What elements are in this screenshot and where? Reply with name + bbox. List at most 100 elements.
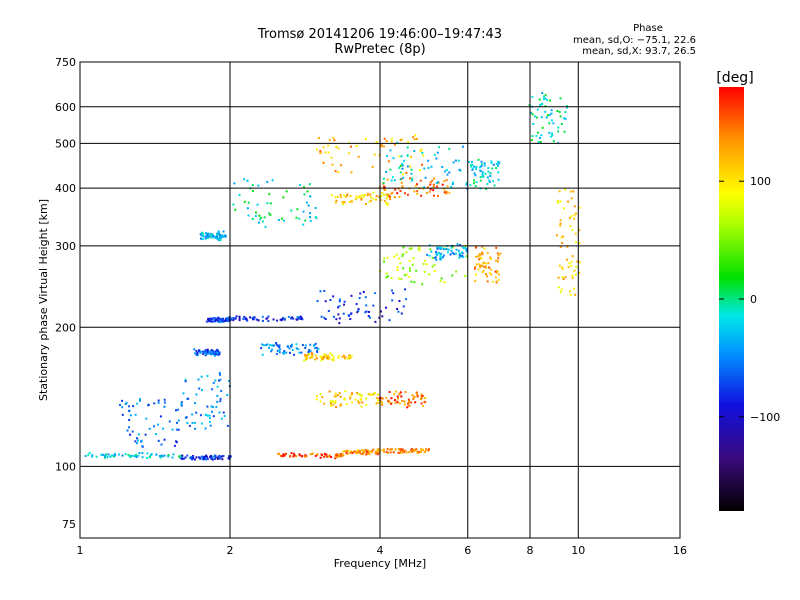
data-point	[361, 449, 364, 452]
data-point	[121, 406, 124, 409]
data-point	[428, 244, 431, 247]
data-point	[310, 453, 313, 456]
data-point	[275, 343, 278, 346]
y-tick-label: 750	[55, 56, 76, 69]
data-point	[215, 317, 218, 320]
data-point	[198, 387, 201, 390]
data-point	[217, 316, 220, 319]
data-point	[401, 167, 404, 170]
data-point	[377, 452, 380, 455]
data-point	[533, 115, 536, 118]
data-point	[405, 273, 408, 276]
data-point	[443, 281, 446, 284]
data-point	[141, 452, 144, 455]
data-point	[360, 197, 363, 200]
data-point	[573, 214, 576, 217]
data-point	[340, 403, 343, 406]
data-point	[362, 450, 365, 453]
data-point	[388, 391, 391, 394]
data-point	[390, 179, 393, 182]
data-point	[464, 274, 467, 277]
data-point	[497, 171, 500, 174]
data-point	[397, 451, 400, 454]
data-point	[419, 150, 422, 153]
data-point	[304, 354, 307, 357]
data-point	[413, 396, 416, 399]
data-point	[467, 160, 470, 163]
data-point	[387, 399, 390, 402]
data-point	[433, 177, 436, 180]
data-point	[333, 395, 336, 398]
data-point	[293, 454, 296, 457]
data-point	[489, 268, 492, 271]
data-point	[431, 179, 434, 182]
data-point	[478, 253, 481, 256]
data-point	[232, 319, 235, 322]
data-point	[491, 167, 494, 170]
data-point	[484, 172, 487, 175]
data-point	[401, 451, 404, 454]
data-point	[496, 270, 499, 273]
data-point	[265, 344, 268, 347]
data-point	[486, 280, 489, 283]
data-point	[221, 458, 224, 461]
data-point	[409, 177, 412, 180]
data-point	[417, 450, 420, 453]
data-point	[193, 348, 196, 351]
data-point	[292, 317, 295, 320]
data-point	[184, 378, 187, 381]
data-point	[448, 171, 451, 174]
data-point	[578, 229, 581, 232]
data-point	[465, 183, 468, 186]
data-point	[480, 264, 483, 267]
data-point	[302, 210, 305, 213]
data-point	[559, 115, 562, 118]
data-point	[328, 390, 331, 393]
data-point	[243, 200, 246, 203]
data-point	[486, 275, 489, 278]
data-point	[552, 122, 555, 125]
data-point	[372, 191, 375, 194]
data-point	[393, 393, 396, 396]
data-point	[561, 242, 564, 245]
data-point	[128, 426, 131, 429]
data-point	[300, 351, 303, 354]
data-point	[416, 451, 419, 454]
data-point	[159, 415, 162, 418]
data-point	[574, 232, 577, 235]
data-point	[437, 252, 440, 255]
data-point	[210, 456, 213, 459]
data-point	[343, 303, 346, 306]
data-point	[343, 300, 346, 303]
data-point	[367, 310, 370, 313]
data-point	[386, 451, 389, 454]
data-point	[328, 356, 331, 359]
data-point	[404, 449, 407, 452]
data-point	[436, 247, 439, 250]
data-point	[401, 255, 404, 258]
data-point	[156, 423, 159, 426]
data-point	[267, 315, 270, 318]
y-axis-ticks: 75 100 200 300 400 500 600 750	[55, 56, 76, 531]
data-point	[218, 411, 221, 414]
data-point	[339, 404, 342, 407]
data-point	[228, 455, 231, 458]
data-point	[490, 257, 493, 260]
data-point	[260, 347, 263, 350]
data-point	[430, 250, 433, 253]
data-point	[373, 392, 376, 395]
data-point	[266, 343, 269, 346]
data-point	[242, 317, 245, 320]
data-point	[295, 455, 298, 458]
data-point	[497, 160, 500, 163]
data-point	[103, 456, 106, 459]
data-point	[286, 345, 289, 348]
data-point	[559, 290, 562, 293]
data-point	[477, 158, 480, 161]
data-point	[114, 452, 117, 455]
data-point	[309, 453, 312, 456]
data-point	[316, 351, 319, 354]
data-point	[571, 229, 574, 232]
data-point	[483, 265, 486, 268]
data-point	[332, 403, 335, 406]
